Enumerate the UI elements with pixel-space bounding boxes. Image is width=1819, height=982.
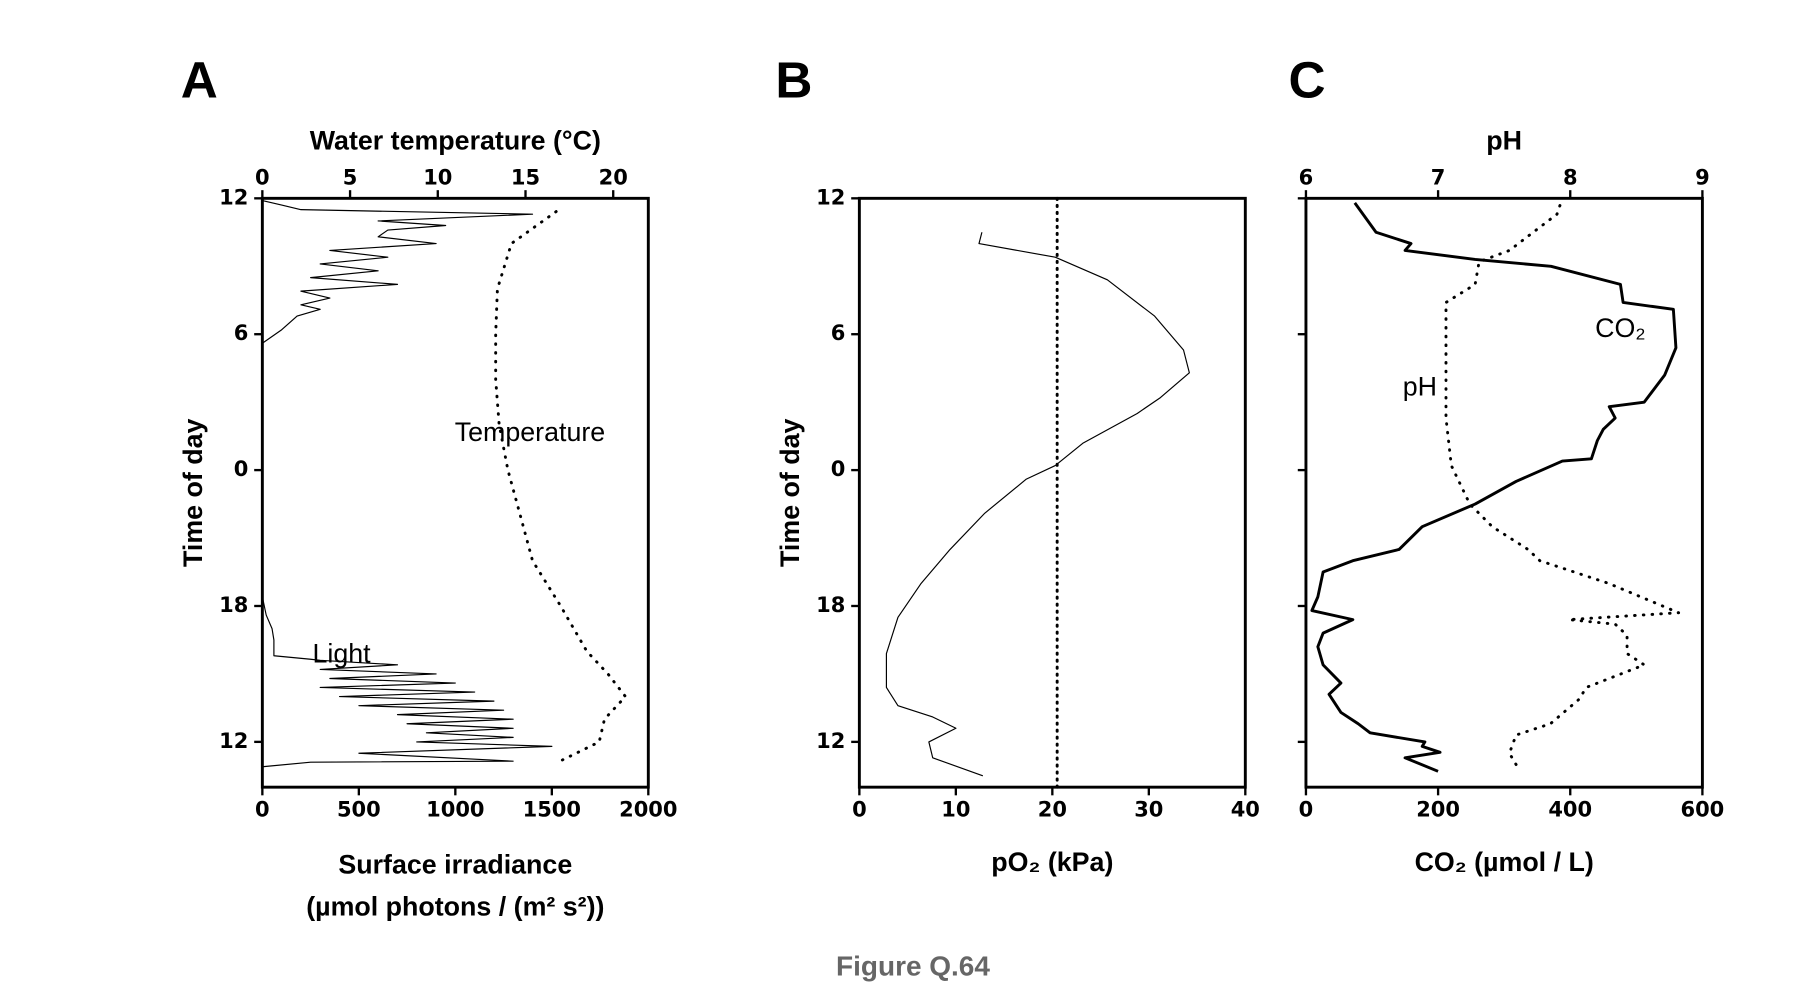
series-label: Temperature	[455, 417, 605, 447]
x-tick-label: 30	[1134, 797, 1163, 821]
series-line	[261, 199, 553, 768]
x2-tick-label: 0	[255, 166, 270, 190]
x-tick-label: 1000	[426, 797, 484, 821]
y-tick-label: 12	[219, 729, 248, 753]
x-tick-label: 0	[852, 797, 867, 821]
series-line	[1310, 202, 1678, 773]
y-tick-label: 12	[219, 185, 248, 209]
panel-label: C	[1288, 52, 1325, 109]
plot-frame	[1304, 196, 1704, 789]
x2-tick-label: 8	[1563, 166, 1578, 190]
x-axis-label: pO₂ (kPa)	[991, 847, 1113, 877]
x-tick-label: 20	[1038, 797, 1067, 821]
plot-frame	[857, 196, 1247, 789]
x2-tick-label: 20	[599, 166, 628, 190]
x-axis-label: CO₂ (µmol / L)	[1415, 847, 1594, 877]
x2-tick-label: 9	[1695, 166, 1710, 190]
series-label: CO₂	[1595, 313, 1646, 343]
x-tick-label: 400	[1548, 797, 1592, 821]
series-line	[1444, 196, 1681, 767]
series-line	[885, 232, 1190, 777]
x-tick-label: 2000	[619, 797, 677, 821]
panel-label: B	[775, 52, 812, 109]
y-tick-label: 18	[219, 593, 248, 617]
y-tick-label: 6	[234, 321, 249, 345]
x2-tick-label: 10	[423, 166, 452, 190]
y-tick-label: 0	[831, 457, 846, 481]
y-axis-label: Time of day	[775, 418, 805, 567]
x-axis-label: (µmol photons / (m² s²))	[306, 892, 604, 922]
series-label: pH	[1403, 371, 1437, 401]
x-tick-label: 0	[255, 797, 270, 821]
x-axis-label: Surface irradiance	[338, 850, 572, 880]
x2-tick-label: 5	[343, 166, 358, 190]
x-tick-label: 200	[1416, 797, 1460, 821]
x-tick-label: 1500	[523, 797, 581, 821]
x2-tick-label: 15	[511, 166, 540, 190]
x2-axis-label: Water temperature (°C)	[310, 125, 601, 155]
x2-axis-label: pH	[1486, 125, 1522, 155]
series-label: Light	[312, 638, 371, 668]
y-tick-label: 0	[234, 457, 249, 481]
y-tick-label: 18	[816, 593, 845, 617]
x2-tick-label: 7	[1431, 166, 1446, 190]
y-axis-label: Time of day	[178, 418, 208, 567]
y-tick-label: 12	[816, 729, 845, 753]
plot-frame	[260, 196, 650, 789]
x-tick-label: 40	[1231, 797, 1260, 821]
panel-label: A	[181, 52, 218, 109]
x-tick-label: 500	[337, 797, 381, 821]
x2-tick-label: 6	[1299, 166, 1314, 190]
x-tick-label: 0	[1299, 797, 1314, 821]
caption: Figure Q.64	[836, 950, 990, 981]
x-tick-label: 10	[941, 797, 970, 821]
series-line	[494, 208, 627, 762]
y-tick-label: 12	[816, 185, 845, 209]
y-tick-label: 6	[831, 321, 846, 345]
x-tick-label: 600	[1681, 797, 1725, 821]
